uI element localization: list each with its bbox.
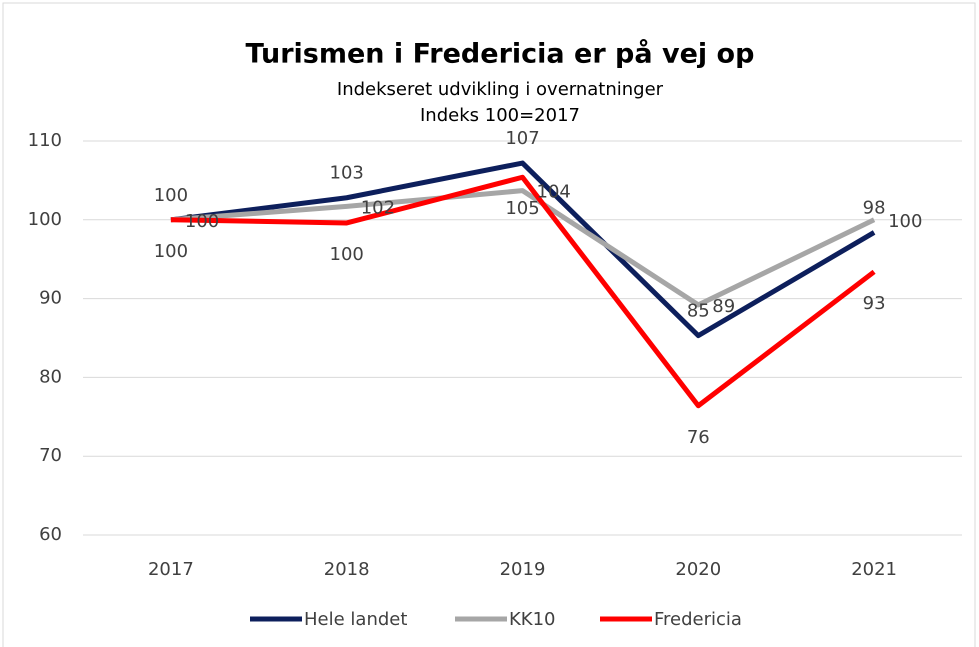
chart-subtitle: Indekseret udvikling i overnatninger	[337, 79, 664, 100]
x-tick-label: 2020	[675, 559, 721, 580]
x-tick-label: 2018	[324, 559, 370, 580]
legend-label: KK10	[509, 609, 556, 630]
x-tick-label: 2017	[148, 559, 194, 580]
data-label: 102	[361, 197, 395, 218]
y-tick-label: 100	[28, 209, 62, 230]
data-label: 100	[330, 244, 364, 265]
line-series	[170, 188, 876, 308]
data-label: 107	[505, 128, 539, 149]
legend-label: Hele landet	[304, 609, 407, 630]
data-label: 105	[505, 198, 539, 219]
y-tick-label: 90	[39, 288, 62, 309]
data-label: 104	[537, 182, 571, 203]
data-label: 103	[330, 163, 364, 184]
y-tick-label: 70	[39, 445, 62, 466]
chart-title: Turismen i Fredericia er på vej op	[246, 38, 755, 70]
legend-label: Fredericia	[654, 609, 742, 630]
data-label: 89	[712, 296, 735, 317]
line-series	[170, 160, 876, 339]
x-tick-label: 2019	[500, 559, 546, 580]
data-label: 100	[154, 241, 188, 262]
data-label: 100	[888, 211, 922, 232]
data-label: 100	[154, 185, 188, 206]
y-tick-label: 110	[28, 130, 62, 151]
data-label: 100	[185, 211, 219, 232]
data-label: 85	[687, 301, 710, 322]
x-tick-label: 2021	[851, 559, 897, 580]
data-label: 76	[687, 427, 710, 448]
data-label: 98	[863, 197, 886, 218]
y-tick-label: 80	[39, 366, 62, 387]
line-series	[170, 174, 876, 409]
data-label: 93	[863, 293, 886, 314]
chart-subtitle: Indeks 100=2017	[420, 105, 580, 126]
y-tick-label: 60	[39, 524, 62, 545]
